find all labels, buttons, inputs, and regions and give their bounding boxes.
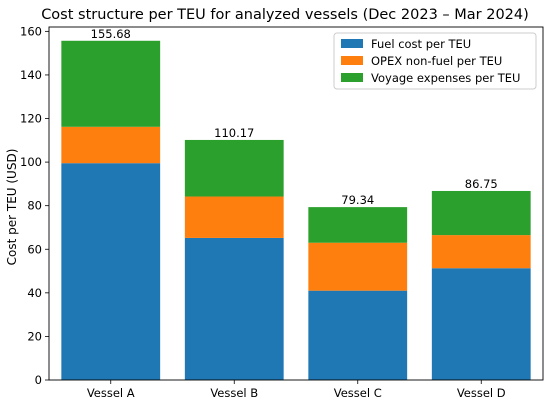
bar-1-4	[431, 268, 531, 380]
axes-frame	[48, 26, 544, 381]
bar-1-1	[61, 163, 161, 380]
bar-3-1	[61, 40, 161, 127]
total-label-2: 110.17	[214, 126, 254, 140]
legend-swatch-2	[341, 56, 363, 65]
x-tick-label-3: Vessel C	[334, 386, 382, 400]
bar-3-3	[308, 207, 408, 243]
y-axis-label: Cost per TEU (USD)	[5, 149, 19, 266]
legend-label-3: Voyage expenses per TEU	[371, 71, 520, 85]
y-tick-label-5: 80	[27, 199, 42, 213]
legend: Fuel cost per TEU OPEX non-fuel per TEU Vo…	[333, 32, 537, 90]
chart-title: Cost structure per TEU for analyzed vess…	[41, 7, 529, 23]
legend-label-2: OPEX non-fuel per TEU	[371, 54, 502, 68]
plot-area: 155.68 Vessel A 110.17 Vessel B 79.34 Vessel …	[20, 24, 544, 400]
bar-2-1	[61, 126, 161, 164]
bar-3-4	[431, 190, 531, 236]
total-label-3: 79.34	[341, 193, 374, 207]
bar-1-3	[308, 290, 408, 380]
bar-2-2	[184, 196, 284, 238]
legend-swatch-3	[341, 73, 363, 82]
bar-2-3	[308, 242, 408, 291]
total-label-1: 155.68	[91, 27, 131, 41]
bar-3-2	[184, 139, 284, 197]
x-tick-label-2: Vessel B	[210, 386, 258, 400]
legend-box	[333, 32, 537, 90]
legend-label-1: Fuel cost per TEU	[371, 37, 471, 51]
y-tick-label-4: 60	[27, 242, 42, 256]
bar-2-4	[431, 235, 531, 269]
y-tick-label-3: 40	[27, 286, 42, 300]
bar-1-2	[184, 237, 284, 380]
y-tick-label-2: 20	[27, 329, 42, 343]
y-tick-label-6: 100	[20, 155, 42, 169]
x-tick-label-4: Vessel D	[457, 386, 506, 400]
y-tick-label-9: 160	[20, 24, 42, 38]
total-label-4: 86.75	[465, 177, 498, 191]
y-tick-label-1: 0	[35, 373, 42, 387]
x-tick-label-1: Vessel A	[87, 386, 135, 400]
y-tick-label-7: 120	[20, 112, 42, 126]
y-tick-label-8: 140	[20, 68, 42, 82]
legend-swatch-1	[341, 39, 363, 48]
